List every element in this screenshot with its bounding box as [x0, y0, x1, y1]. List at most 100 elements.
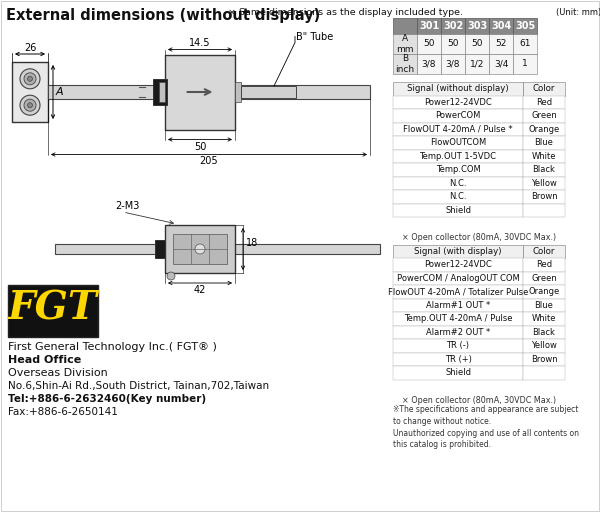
Bar: [523, 163, 565, 177]
Text: 50: 50: [194, 141, 206, 152]
Text: (Unit: mm): (Unit: mm): [556, 8, 600, 17]
Bar: [441, 18, 465, 34]
Bar: [55, 244, 380, 254]
Bar: [523, 298, 565, 312]
Text: × Same dimensions as the display included type.: × Same dimensions as the display include…: [228, 8, 463, 17]
Text: 2-M3: 2-M3: [115, 201, 139, 211]
Text: Blue: Blue: [535, 301, 553, 310]
Text: First General Technology Inc.( FGT® ): First General Technology Inc.( FGT® ): [8, 342, 217, 352]
Text: A: A: [56, 87, 64, 97]
Bar: [441, 34, 465, 54]
Text: Alarm#1 OUT *: Alarm#1 OUT *: [426, 301, 490, 310]
Text: 14.5: 14.5: [189, 38, 211, 49]
Bar: [523, 122, 565, 136]
Bar: [393, 150, 523, 163]
Text: Head Office: Head Office: [8, 355, 81, 365]
Text: Yellow: Yellow: [531, 179, 557, 188]
Text: PowerCOM / AnalogOUT COM: PowerCOM / AnalogOUT COM: [397, 274, 520, 283]
Text: 302: 302: [443, 21, 463, 31]
Bar: [489, 54, 513, 74]
Text: B
inch: B inch: [395, 54, 415, 74]
Text: 3/8: 3/8: [422, 59, 436, 69]
Text: FGT: FGT: [8, 290, 98, 328]
Text: 304: 304: [491, 21, 511, 31]
Text: 52: 52: [496, 39, 506, 49]
Bar: [393, 109, 523, 122]
Bar: [393, 271, 523, 285]
Text: N.C.: N.C.: [449, 179, 467, 188]
Text: Temp.COM: Temp.COM: [436, 165, 481, 174]
Text: FlowOUT 4-20mA / Pulse *: FlowOUT 4-20mA / Pulse *: [403, 125, 513, 134]
Bar: [523, 109, 565, 122]
Text: Signal (without display): Signal (without display): [407, 84, 509, 93]
Bar: [523, 271, 565, 285]
Bar: [523, 190, 565, 203]
Text: 61: 61: [519, 39, 531, 49]
Bar: [235, 82, 241, 102]
Bar: [513, 34, 537, 54]
Text: 205: 205: [200, 157, 218, 166]
Circle shape: [20, 69, 40, 89]
Bar: [523, 339, 565, 352]
Text: TR (-): TR (-): [446, 342, 470, 350]
Bar: [523, 150, 565, 163]
Bar: [393, 136, 523, 150]
Text: Red: Red: [536, 260, 552, 269]
Text: Fax:+886-6-2650141: Fax:+886-6-2650141: [8, 407, 118, 417]
Bar: [523, 136, 565, 150]
Text: Alarm#2 OUT *: Alarm#2 OUT *: [426, 328, 490, 337]
Text: 303: 303: [467, 21, 487, 31]
Text: Brown: Brown: [530, 355, 557, 364]
Bar: [393, 190, 523, 203]
Bar: [8, 285, 98, 337]
Text: Tel:+886-6-2632460(Key number): Tel:+886-6-2632460(Key number): [8, 394, 206, 404]
Text: A
mm: A mm: [396, 34, 414, 54]
Bar: [393, 18, 417, 34]
Bar: [393, 352, 523, 366]
Text: Shield: Shield: [445, 206, 471, 215]
Text: 18: 18: [246, 238, 258, 248]
Bar: [513, 54, 537, 74]
Text: 42: 42: [194, 285, 206, 295]
Text: FlowOUTCOM: FlowOUTCOM: [430, 138, 486, 147]
Text: 3/4: 3/4: [494, 59, 508, 69]
Text: External dimensions (without display): External dimensions (without display): [6, 8, 320, 23]
Bar: [241, 86, 296, 98]
Text: 50: 50: [447, 39, 459, 49]
Bar: [393, 366, 523, 379]
Text: Shield: Shield: [445, 368, 471, 377]
Bar: [159, 82, 165, 102]
Text: 26: 26: [24, 43, 36, 53]
Bar: [393, 285, 523, 298]
Text: Orange: Orange: [529, 287, 560, 296]
Bar: [465, 34, 489, 54]
Text: TR (+): TR (+): [445, 355, 472, 364]
Text: Brown: Brown: [530, 192, 557, 201]
Text: FlowOUT 4-20mA / Totalizer Pulse: FlowOUT 4-20mA / Totalizer Pulse: [388, 287, 528, 296]
Text: 50: 50: [423, 39, 435, 49]
Bar: [393, 298, 523, 312]
Bar: [523, 203, 565, 217]
Text: Orange: Orange: [529, 125, 560, 134]
Bar: [417, 18, 441, 34]
Circle shape: [24, 99, 36, 111]
Bar: [523, 258, 565, 271]
Bar: [173, 234, 227, 264]
Bar: [523, 285, 565, 298]
Text: Power12-24VDC: Power12-24VDC: [424, 260, 492, 269]
Bar: [393, 122, 523, 136]
Bar: [393, 34, 417, 54]
Bar: [523, 177, 565, 190]
Bar: [393, 312, 523, 326]
Text: White: White: [532, 314, 556, 323]
Text: 1: 1: [522, 59, 528, 69]
Text: Signal (with display): Signal (with display): [414, 247, 502, 256]
Text: 3/8: 3/8: [446, 59, 460, 69]
Text: 301: 301: [419, 21, 439, 31]
Bar: [523, 366, 565, 379]
Text: Red: Red: [536, 98, 552, 106]
Text: Temp.OUT 1-5VDC: Temp.OUT 1-5VDC: [419, 152, 497, 161]
Circle shape: [195, 244, 205, 254]
Text: Blue: Blue: [535, 138, 553, 147]
Bar: [417, 34, 441, 54]
